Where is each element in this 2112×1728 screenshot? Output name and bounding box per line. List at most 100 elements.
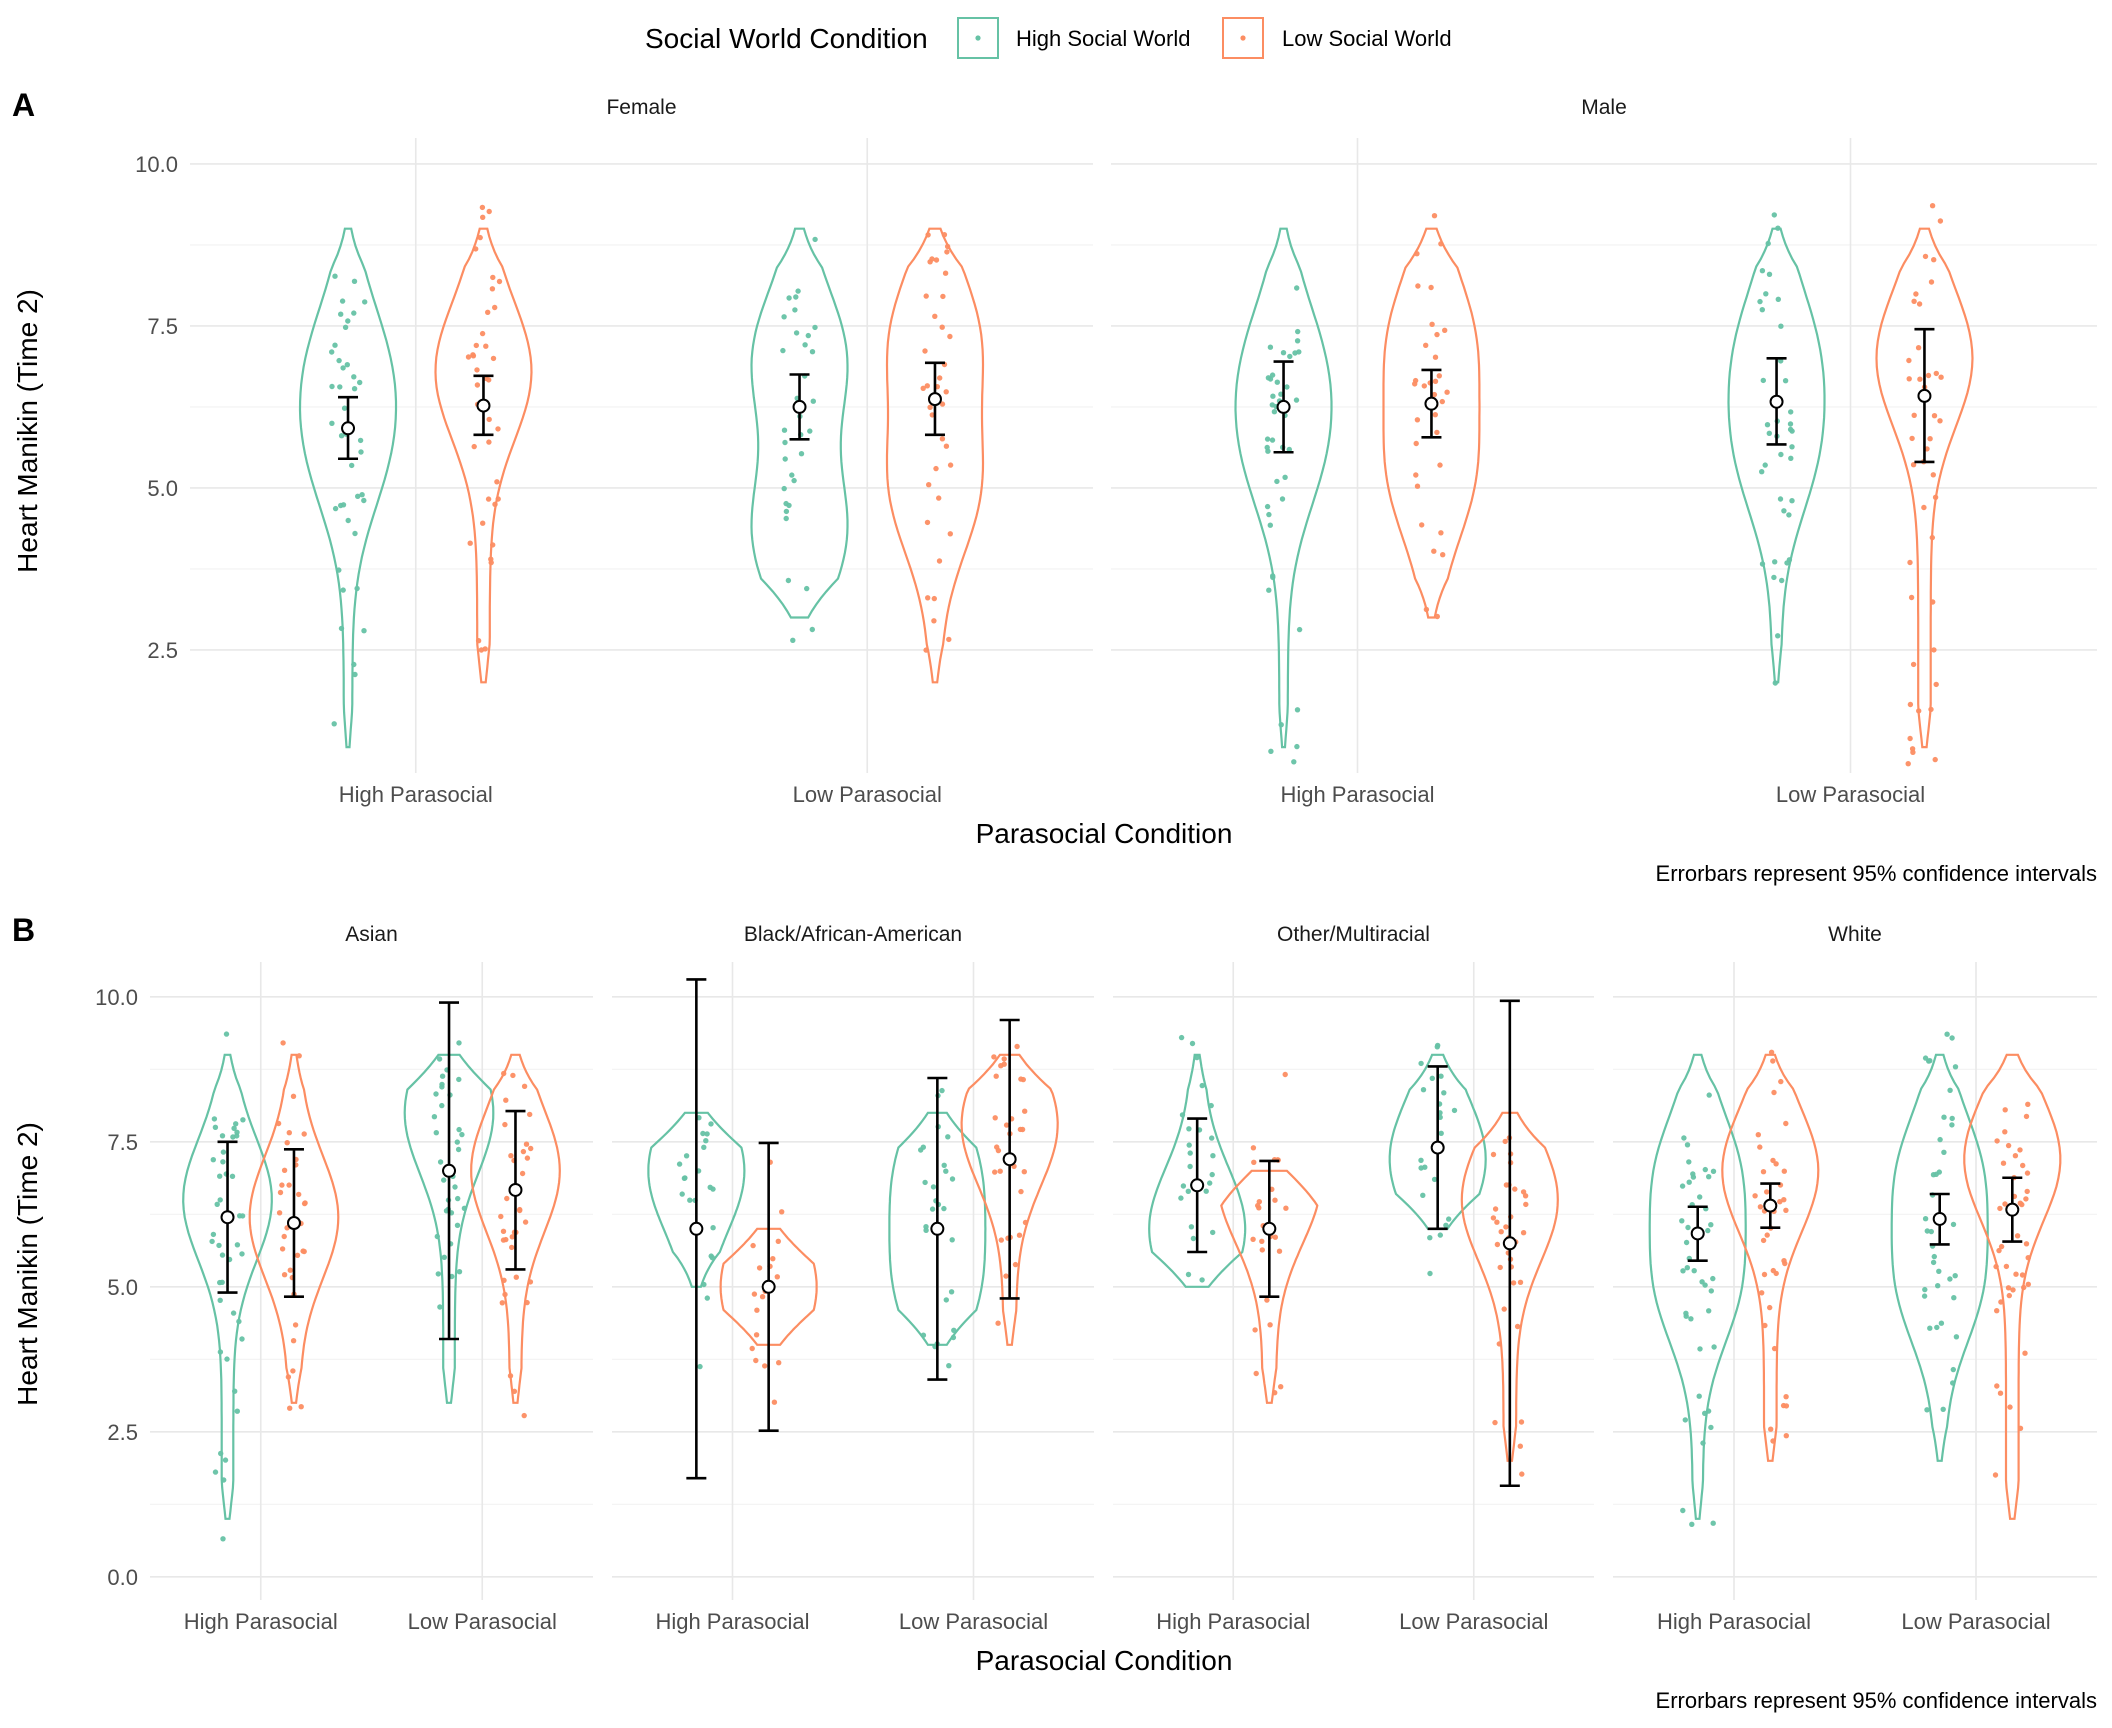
data-point	[1764, 422, 1771, 428]
data-point	[455, 1146, 462, 1153]
data-point	[701, 1281, 707, 1288]
data-point	[1941, 1114, 1947, 1120]
data-point	[1270, 393, 1276, 399]
data-point	[217, 1173, 223, 1179]
x-tick-label: High Parasocial	[184, 1609, 338, 1634]
data-point	[1189, 1040, 1196, 1047]
data-point	[345, 517, 351, 524]
data-point	[217, 1279, 223, 1286]
data-point	[2017, 1200, 2024, 1206]
data-point	[519, 1170, 526, 1177]
data-point	[1910, 462, 1917, 468]
data-point	[1438, 241, 1444, 247]
data-point	[683, 1153, 690, 1159]
x-tick-label: Low Parasocial	[1901, 1609, 2050, 1634]
data-point	[756, 1265, 763, 1271]
data-point	[1915, 345, 1922, 351]
data-point	[941, 232, 948, 238]
data-point	[1907, 735, 1913, 742]
data-point	[434, 1233, 440, 1240]
data-point	[1428, 284, 1434, 291]
violin-outline	[470, 1053, 561, 1404]
legend-label-low-social-world: Low Social World	[1282, 26, 1452, 51]
data-point	[332, 505, 339, 512]
data-point	[1501, 1306, 1507, 1312]
data-point	[456, 1126, 462, 1133]
data-point	[1496, 1341, 1503, 1347]
data-point	[1282, 474, 1288, 480]
violin-outline	[750, 227, 849, 619]
data-point	[1253, 1370, 1259, 1377]
data-point	[1759, 1290, 1765, 1296]
data-point	[781, 485, 787, 492]
data-point	[441, 1177, 447, 1183]
data-point	[1436, 373, 1443, 379]
data-point	[1921, 504, 1927, 511]
violin-outline	[1890, 1053, 1989, 1462]
data-point	[936, 558, 943, 564]
data-point	[234, 1408, 240, 1414]
data-point	[1421, 383, 1428, 389]
data-point	[524, 1155, 531, 1161]
data-point	[2017, 1147, 2023, 1153]
data-point	[1783, 1394, 1789, 1400]
mean-marker	[1690, 1226, 1705, 1241]
data-point	[1683, 1310, 1689, 1317]
data-point	[809, 626, 815, 633]
data-point	[279, 1246, 286, 1252]
data-point	[1953, 1334, 1960, 1340]
data-point	[1266, 587, 1272, 593]
data-point	[1781, 1168, 1788, 1174]
data-point	[1708, 1288, 1715, 1294]
data-point	[218, 1450, 224, 1457]
data-point	[1770, 1267, 1777, 1274]
data-point	[338, 625, 345, 632]
data-point	[1265, 375, 1272, 381]
data-point	[1431, 548, 1437, 554]
y-tick-label: 7.5	[107, 1130, 138, 1155]
data-point	[1907, 701, 1914, 708]
x-tick-label: High Parasocial	[1156, 1609, 1310, 1634]
data-point	[785, 577, 792, 584]
data-point	[485, 309, 491, 315]
data-point	[486, 377, 492, 383]
mean-marker	[476, 398, 491, 413]
data-point	[1783, 1120, 1789, 1127]
data-point	[439, 1084, 445, 1090]
x-tick-label: Low Parasocial	[899, 1609, 1048, 1634]
data-point	[1927, 1058, 1933, 1064]
data-point	[1432, 354, 1439, 360]
data-point	[782, 439, 788, 446]
data-point	[471, 443, 477, 450]
data-point	[1700, 1440, 1706, 1446]
violin-outline	[1388, 1053, 1487, 1230]
data-point	[473, 342, 479, 349]
data-point	[1777, 496, 1784, 502]
data-point	[1771, 574, 1777, 581]
data-point	[1271, 409, 1278, 415]
data-point	[1441, 1090, 1447, 1096]
data-point	[1492, 1419, 1498, 1426]
data-point	[805, 332, 811, 339]
data-point	[1514, 1323, 1521, 1330]
data-point	[1269, 437, 1276, 443]
legend-label-high-social-world: High Social World	[1016, 26, 1190, 51]
data-point	[1710, 1168, 1717, 1175]
data-point	[231, 1125, 237, 1132]
mean-marker	[1430, 1140, 1445, 1155]
data-point	[219, 1133, 226, 1139]
data-point	[1210, 1229, 1216, 1236]
data-point	[792, 307, 798, 313]
data-point	[210, 1157, 216, 1163]
x-tick-label: Low Parasocial	[1776, 782, 1925, 807]
data-point	[2003, 1263, 2010, 1270]
data-point	[1292, 350, 1298, 356]
data-point	[1017, 1126, 1024, 1133]
data-point	[1910, 661, 1917, 668]
data-point	[1001, 1056, 1007, 1062]
data-point	[1775, 633, 1781, 639]
data-point	[1768, 1426, 1774, 1432]
data-point	[1203, 1188, 1209, 1194]
data-point	[329, 420, 335, 426]
data-point	[1929, 203, 1936, 209]
